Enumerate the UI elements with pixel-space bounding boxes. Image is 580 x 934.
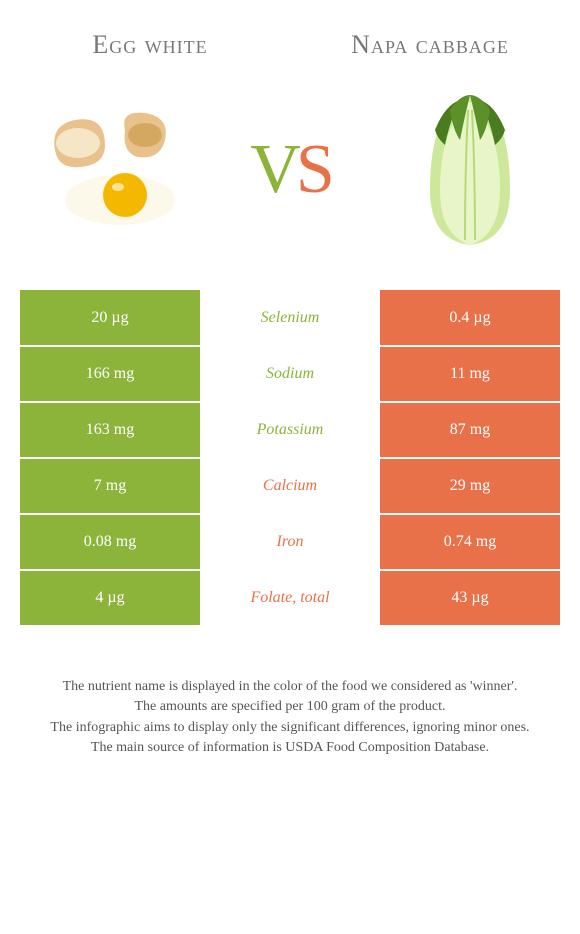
value-right: 87 mg xyxy=(380,402,560,458)
value-left: 20 µg xyxy=(20,290,200,346)
value-left: 7 mg xyxy=(20,458,200,514)
value-right: 0.4 µg xyxy=(380,290,560,346)
vs-label: VS xyxy=(190,130,390,210)
food-title-right: Napa cabbage xyxy=(320,30,540,60)
table-row: 163 mgPotassium87 mg xyxy=(20,402,560,458)
nutrient-name: Selenium xyxy=(200,290,380,346)
nutrient-name: Folate, total xyxy=(200,570,380,626)
table-row: 4 µgFolate, total43 µg xyxy=(20,570,560,626)
value-left: 166 mg xyxy=(20,346,200,402)
nutrient-name: Calcium xyxy=(200,458,380,514)
vs-s: S xyxy=(296,131,330,208)
value-right: 11 mg xyxy=(380,346,560,402)
vs-v: V xyxy=(250,131,296,208)
table-row: 7 mgCalcium29 mg xyxy=(20,458,560,514)
nutrient-table: 20 µgSelenium0.4 µg166 mgSodium11 mg163 … xyxy=(20,290,560,627)
value-right: 43 µg xyxy=(380,570,560,626)
napa-cabbage-image xyxy=(390,90,550,250)
value-right: 29 mg xyxy=(380,458,560,514)
egg-white-image xyxy=(30,90,190,250)
footer-line-4: The main source of information is USDA F… xyxy=(30,738,550,758)
value-right: 0.74 mg xyxy=(380,514,560,570)
footer-line-1: The nutrient name is displayed in the co… xyxy=(30,677,550,697)
table-row: 166 mgSodium11 mg xyxy=(20,346,560,402)
footer-line-3: The infographic aims to display only the… xyxy=(30,718,550,738)
table-row: 20 µgSelenium0.4 µg xyxy=(20,290,560,346)
cabbage-icon xyxy=(405,90,535,250)
egg-icon xyxy=(30,105,190,235)
images-row: VS xyxy=(0,80,580,280)
table-row: 0.08 mgIron0.74 mg xyxy=(20,514,560,570)
nutrient-name: Sodium xyxy=(200,346,380,402)
value-left: 163 mg xyxy=(20,402,200,458)
nutrient-name: Iron xyxy=(200,514,380,570)
footer-notes: The nutrient name is displayed in the co… xyxy=(30,677,550,758)
footer-line-2: The amounts are specified per 100 gram o… xyxy=(30,697,550,717)
food-title-left: Egg white xyxy=(40,30,260,60)
nutrient-name: Potassium xyxy=(200,402,380,458)
value-left: 4 µg xyxy=(20,570,200,626)
value-left: 0.08 mg xyxy=(20,514,200,570)
header: Egg white Napa cabbage xyxy=(0,0,580,80)
